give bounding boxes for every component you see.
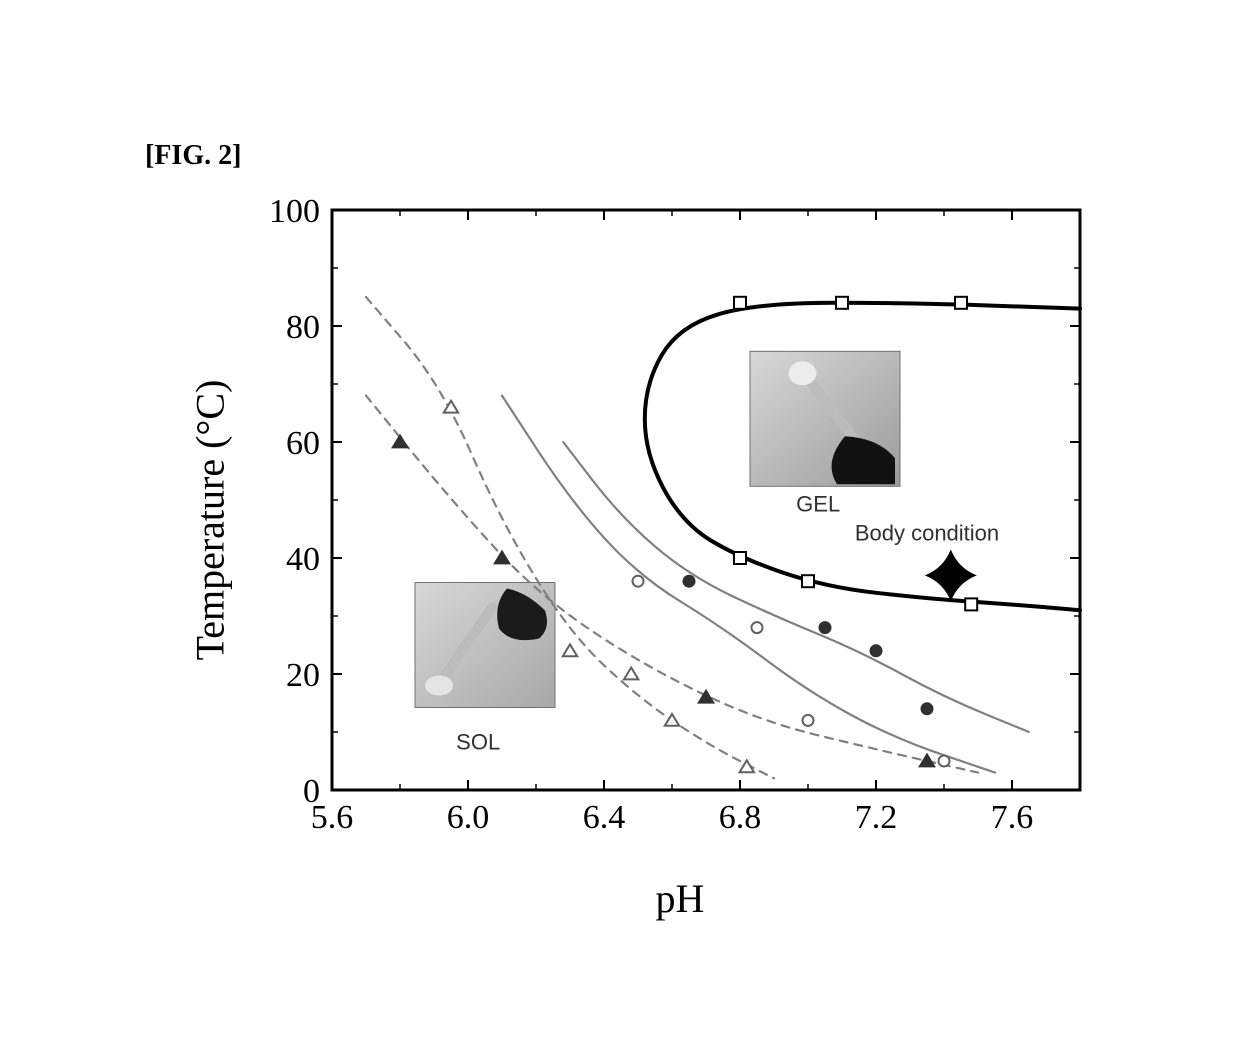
sol-inset-image [415,583,555,708]
y-tick-label: 20 [286,657,320,694]
x-tick-label: 6.8 [719,799,762,836]
body-condition-label: Body condition [855,521,999,546]
chart-svg: SOLGELBody condition5.66.06.46.87.27.602… [270,200,1090,840]
x-tick-label: 6.4 [583,799,626,836]
y-tick-label: 80 [286,309,320,346]
y-tick-label: 0 [303,773,320,810]
x-axis-label: pH [656,875,705,922]
phase-diagram-chart: Temperature (°C) pH SOLGELBody condition… [270,200,1090,840]
y-axis-label: Temperature (°C) [187,380,234,661]
sol-label: SOL [456,729,500,754]
x-tick-label: 7.6 [991,799,1034,836]
series-curve3_solid_open_circle [502,396,995,773]
gel-label: GEL [796,492,840,517]
y-tick-label: 100 [269,193,320,230]
x-tick-label: 6.0 [447,799,490,836]
gel-inset-image [750,351,900,486]
x-tick-label: 7.2 [855,799,898,836]
body-condition-star-icon [925,549,977,601]
figure-label: [FIG. 2] [145,140,241,172]
y-tick-label: 40 [286,541,320,578]
markers-curve3_solid_open_circle [633,576,950,767]
y-tick-label: 60 [286,425,320,462]
